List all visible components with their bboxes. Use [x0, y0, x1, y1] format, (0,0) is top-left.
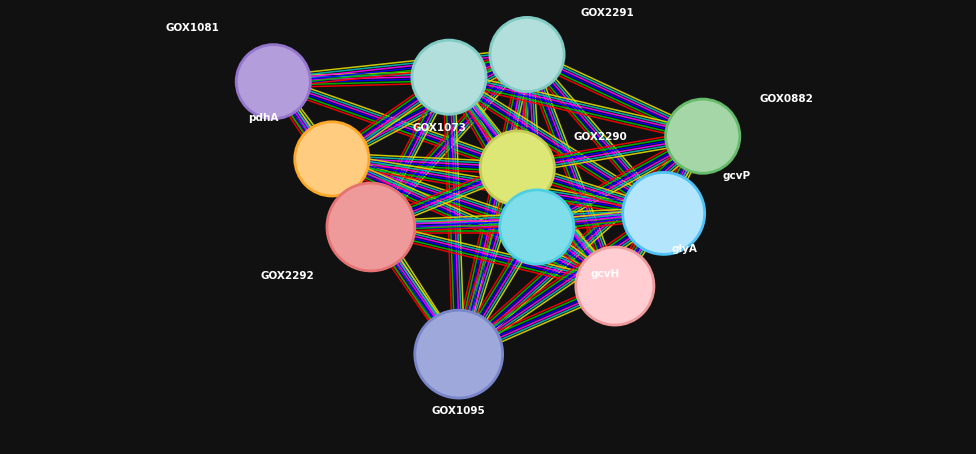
Text: GOX1073: GOX1073	[412, 123, 467, 133]
Ellipse shape	[415, 310, 503, 398]
Text: GOX2290: GOX2290	[574, 132, 628, 142]
Text: GOX1081: GOX1081	[166, 23, 220, 33]
Text: GOX2292: GOX2292	[261, 271, 314, 281]
Text: GOX1095: GOX1095	[431, 406, 486, 416]
Text: GOX0882: GOX0882	[759, 94, 813, 104]
Text: gcvP: gcvP	[722, 171, 751, 181]
Ellipse shape	[490, 17, 564, 92]
Text: GOX2291: GOX2291	[581, 9, 634, 19]
Text: gcvH: gcvH	[590, 269, 620, 279]
Ellipse shape	[327, 183, 415, 271]
Text: pdhA: pdhA	[248, 113, 278, 123]
Ellipse shape	[500, 190, 574, 264]
Ellipse shape	[295, 122, 369, 196]
Ellipse shape	[666, 99, 740, 173]
Ellipse shape	[236, 44, 310, 119]
Text: glyA: glyA	[671, 244, 698, 254]
Ellipse shape	[480, 131, 554, 205]
Ellipse shape	[623, 173, 705, 254]
Ellipse shape	[412, 40, 486, 114]
Ellipse shape	[576, 247, 654, 325]
